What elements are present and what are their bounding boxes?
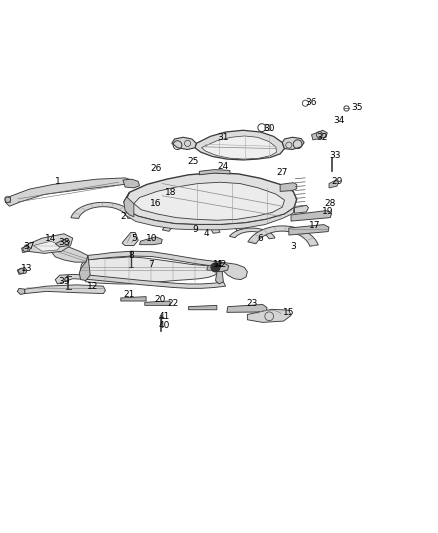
Text: 16: 16	[150, 199, 162, 208]
Text: 13: 13	[21, 264, 33, 273]
Text: 40: 40	[159, 321, 170, 330]
Text: 30: 30	[264, 125, 275, 133]
Text: 32: 32	[316, 133, 327, 142]
Polygon shape	[215, 262, 223, 284]
Polygon shape	[5, 197, 11, 202]
Polygon shape	[79, 256, 90, 280]
Text: 1: 1	[55, 177, 60, 186]
Text: 23: 23	[246, 299, 258, 308]
Polygon shape	[71, 203, 136, 219]
Polygon shape	[123, 179, 140, 188]
Polygon shape	[280, 183, 297, 191]
Text: 7: 7	[148, 260, 154, 269]
Text: 37: 37	[23, 243, 35, 252]
Polygon shape	[124, 173, 297, 224]
Circle shape	[211, 263, 220, 272]
Text: 29: 29	[331, 177, 343, 186]
Polygon shape	[51, 246, 88, 262]
Polygon shape	[121, 297, 146, 301]
Polygon shape	[5, 178, 132, 206]
Polygon shape	[291, 211, 332, 221]
Text: 20: 20	[154, 295, 166, 304]
Polygon shape	[221, 262, 247, 280]
Text: 19: 19	[322, 207, 334, 216]
Polygon shape	[294, 205, 308, 213]
Polygon shape	[207, 263, 229, 272]
Polygon shape	[86, 251, 223, 266]
Text: 38: 38	[58, 238, 70, 247]
Text: 14: 14	[45, 233, 57, 243]
Text: 2: 2	[120, 212, 126, 221]
Polygon shape	[17, 268, 27, 274]
Polygon shape	[196, 219, 243, 231]
Text: 33: 33	[329, 151, 340, 160]
Text: 21: 21	[124, 290, 135, 300]
Polygon shape	[230, 228, 275, 239]
Text: 10: 10	[145, 233, 157, 243]
Polygon shape	[25, 285, 106, 294]
Text: 25: 25	[187, 157, 198, 166]
Text: 12: 12	[87, 281, 98, 290]
Polygon shape	[17, 288, 25, 294]
Text: 9: 9	[192, 225, 198, 234]
Polygon shape	[21, 246, 30, 253]
Polygon shape	[55, 274, 226, 288]
Polygon shape	[122, 232, 138, 246]
Polygon shape	[138, 202, 166, 210]
Text: 6: 6	[258, 233, 263, 243]
Polygon shape	[80, 257, 218, 284]
Polygon shape	[248, 226, 318, 246]
Polygon shape	[151, 193, 182, 201]
Text: 39: 39	[58, 277, 70, 286]
Polygon shape	[311, 130, 327, 140]
Text: 27: 27	[277, 168, 288, 177]
Polygon shape	[140, 237, 162, 245]
Polygon shape	[55, 239, 70, 247]
Polygon shape	[247, 309, 291, 322]
Text: 4: 4	[203, 229, 209, 238]
Polygon shape	[33, 241, 61, 251]
Polygon shape	[283, 138, 304, 149]
Polygon shape	[25, 234, 73, 253]
Text: 3: 3	[290, 243, 296, 252]
Polygon shape	[134, 182, 285, 220]
Polygon shape	[227, 304, 267, 312]
Polygon shape	[145, 301, 170, 305]
Polygon shape	[125, 207, 294, 230]
Text: 18: 18	[165, 188, 177, 197]
Text: 11: 11	[213, 260, 225, 269]
Polygon shape	[195, 130, 285, 160]
Text: 42: 42	[215, 260, 227, 269]
Text: 22: 22	[167, 299, 179, 308]
Text: 8: 8	[129, 251, 134, 260]
Polygon shape	[124, 192, 134, 217]
Text: 36: 36	[305, 98, 316, 107]
Text: 28: 28	[325, 199, 336, 208]
Text: 5: 5	[131, 233, 137, 243]
Text: 17: 17	[309, 221, 321, 230]
Text: 31: 31	[218, 133, 229, 142]
Polygon shape	[289, 224, 329, 235]
Polygon shape	[329, 180, 339, 188]
Text: 24: 24	[218, 161, 229, 171]
Polygon shape	[199, 169, 230, 175]
Text: 26: 26	[150, 164, 161, 173]
Text: 35: 35	[351, 103, 362, 111]
Polygon shape	[172, 138, 196, 149]
Polygon shape	[162, 219, 220, 233]
Polygon shape	[188, 305, 217, 310]
Text: 34: 34	[333, 116, 345, 125]
Text: 15: 15	[283, 308, 295, 317]
Text: 41: 41	[159, 312, 170, 321]
Polygon shape	[201, 136, 277, 159]
